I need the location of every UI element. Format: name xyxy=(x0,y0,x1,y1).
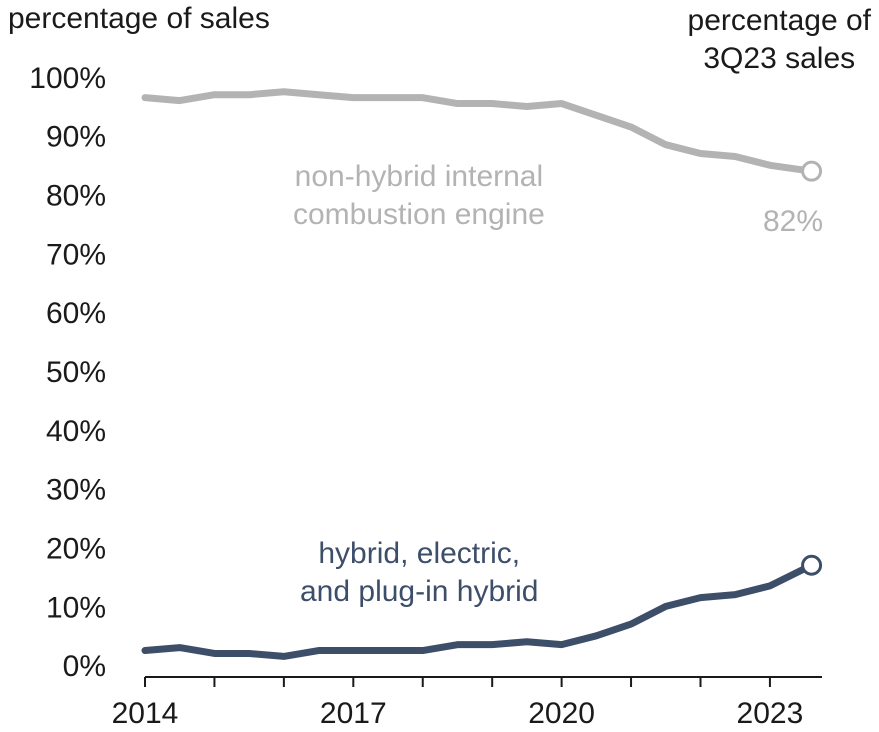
y-tick-label: 30% xyxy=(46,474,106,507)
y-tick-label: 90% xyxy=(46,121,106,154)
end-label: 82% xyxy=(763,205,824,238)
x-tick-label: 2023 xyxy=(737,697,804,730)
y-tick-label: 40% xyxy=(46,415,106,448)
y-tick-label: 0% xyxy=(63,650,106,683)
series-line xyxy=(141,561,816,660)
y-tick-label: 20% xyxy=(46,532,106,565)
end-marker xyxy=(801,160,823,182)
end-marker xyxy=(801,554,823,576)
y-tick-label: 50% xyxy=(46,356,106,389)
y-tick-label: 60% xyxy=(46,297,106,330)
x-tick-label: 2020 xyxy=(528,697,595,730)
y-tick-label: 100% xyxy=(29,62,106,95)
x-tick-label: 2014 xyxy=(112,697,179,730)
series-label: non-hybrid internal combustion engine xyxy=(293,160,545,231)
series-label: hybrid, electric, and plug-in hybrid xyxy=(300,537,539,608)
y-axis-label: percentage of sales xyxy=(8,2,270,35)
y-tick-label: 80% xyxy=(46,180,106,213)
series-line xyxy=(141,88,816,175)
y-tick-label: 70% xyxy=(46,238,106,271)
y-tick-label: 10% xyxy=(46,591,106,624)
x-tick-label: 2017 xyxy=(320,697,387,730)
right-header: percentage of 3Q23 sales xyxy=(687,4,871,75)
